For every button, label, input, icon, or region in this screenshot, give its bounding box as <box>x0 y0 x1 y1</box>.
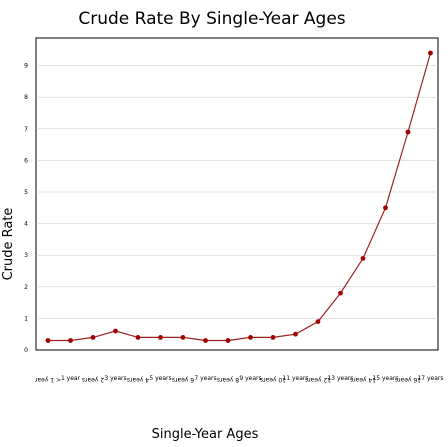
data-point <box>158 335 163 340</box>
data-point <box>135 335 141 340</box>
y-tick-label: 6 <box>24 157 28 164</box>
x-axis-ticks: < 1 year 1 year 2 years 3 years 4 years 5 yea… <box>34 375 443 383</box>
x-tick-label: 8 years <box>217 376 239 383</box>
x-tick-label: 12 years <box>305 376 331 383</box>
data-point <box>45 338 51 343</box>
y-tick-label: 7 <box>24 126 28 133</box>
y-tick-label: 2 <box>24 284 28 291</box>
data-point <box>360 256 366 261</box>
y-tick-label: 9 <box>24 63 28 70</box>
data-point <box>225 338 231 343</box>
series-line <box>48 52 432 342</box>
data-points <box>45 50 433 343</box>
x-tick-label: 15 years <box>372 375 398 382</box>
x-tick-label: 7 years <box>194 375 216 382</box>
x-tick-label: 1 year <box>61 375 81 382</box>
data-point <box>293 331 298 337</box>
plot-area <box>35 37 439 351</box>
data-point <box>315 319 321 324</box>
x-tick-label: 4 years <box>127 376 149 383</box>
x-tick-label: 13 years <box>327 375 353 382</box>
data-point <box>113 328 118 334</box>
y-tick-label: 1 <box>24 315 28 322</box>
x-axis-label: Single-Year Ages <box>152 427 259 442</box>
x-tick-label: < 1 year <box>34 376 61 383</box>
y-axis-label: Crude Rate <box>1 208 16 281</box>
y-tick-label: 0 <box>24 347 28 354</box>
data-point <box>203 338 208 343</box>
y-tick-label: 4 <box>24 221 28 228</box>
data-point <box>338 290 343 296</box>
y-tick-label: 8 <box>24 94 28 101</box>
x-tick-label: 14 years <box>350 376 376 383</box>
x-tick-label: 17 years <box>417 375 443 382</box>
data-point <box>180 335 186 340</box>
x-tick-label: 16 years <box>395 376 421 383</box>
data-point <box>68 338 73 343</box>
data-point <box>270 335 276 340</box>
y-tick-label: 3 <box>24 252 28 259</box>
y-axis-ticks: 0 1 2 3 4 5 6 7 8 9 <box>24 63 28 354</box>
data-point <box>405 129 411 135</box>
x-tick-label: 9 years <box>239 375 261 382</box>
x-tick-label: 10 years <box>260 376 286 383</box>
data-point <box>90 335 96 340</box>
chart-title: Crude Rate By Single-Year Ages <box>78 9 345 29</box>
y-tick-label: 5 <box>24 189 28 196</box>
data-point <box>248 335 253 340</box>
x-tick-label: 6 years <box>172 376 194 383</box>
data-point <box>428 50 433 56</box>
x-tick-label: 5 years <box>149 375 171 382</box>
x-tick-label: 11 years <box>282 375 308 382</box>
grid-lines <box>36 65 438 319</box>
x-tick-label: 2 years <box>82 376 104 383</box>
x-tick-label: 3 years <box>104 375 126 382</box>
data-point <box>383 205 388 211</box>
